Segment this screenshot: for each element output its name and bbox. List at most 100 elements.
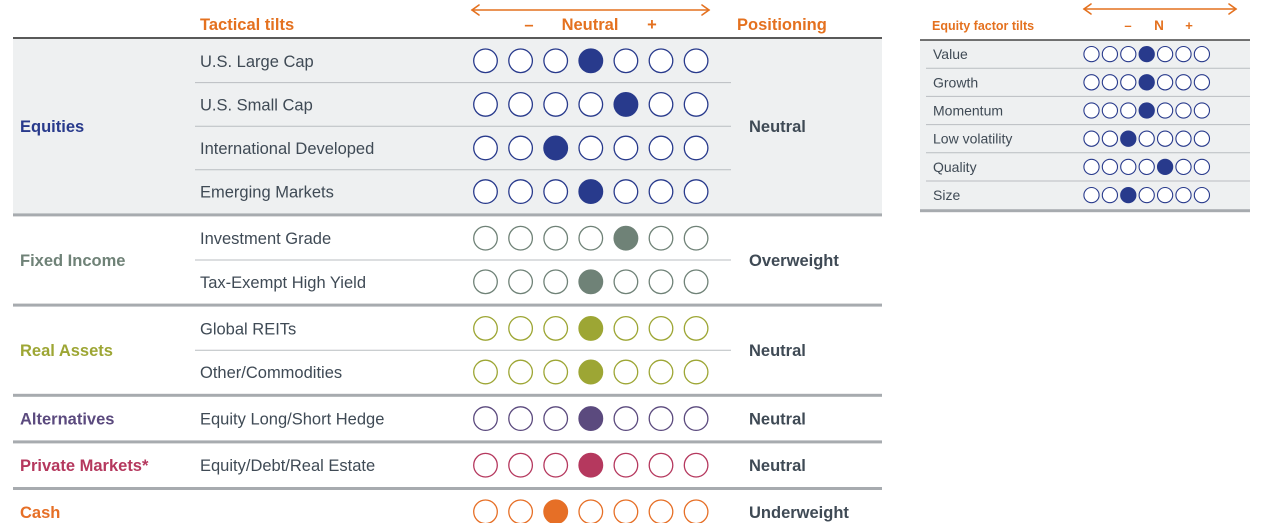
group-positioning: Underweight [749,504,849,522]
tilt-dot-empty [578,225,604,251]
factor-header-minus: – [1124,18,1131,33]
factor-dot-empty [1083,74,1100,91]
arrow-head-left [470,4,480,16]
tilt-dot-empty [683,91,709,117]
tilt-dot-empty [508,406,534,432]
group-name: Alternatives [20,411,114,429]
factor-dot-empty [1138,186,1155,204]
row-label: International Developed [200,140,374,158]
factor-row-label: Momentum [933,103,1003,119]
row-label: Emerging Markets [200,184,334,202]
scale-arrow [470,4,711,16]
tilt-dot-filled [578,179,604,205]
group-name: Equities [20,118,84,136]
factor-scale-arrow [1082,3,1238,15]
factor-dot-empty [1120,102,1137,119]
tilt-dot-empty [613,499,639,523]
group-rule [13,213,882,217]
tilt-dot-empty [683,179,709,205]
tilt-dot-empty [508,135,534,161]
row-label: Equity/Debt/Real Estate [200,457,375,475]
tilt-dot-empty [648,91,674,117]
factor-dot-filled [1156,158,1174,176]
tilt-dot-empty [648,499,674,523]
tilt-dot-empty [613,269,639,295]
factor-dot-filled [1138,102,1155,119]
arrow-head-left [1082,3,1092,15]
factor-dot-empty [1101,186,1119,204]
factor-dot-empty [1193,74,1211,91]
factor-dot-empty [1156,45,1174,63]
tilt-dot-empty [543,269,569,295]
factor-dot-filled [1138,45,1155,63]
factor-dot-empty [1083,45,1100,63]
factor-dot-empty [1083,186,1100,204]
tilt-dot-filled [578,406,604,432]
tilt-dot-empty [683,135,709,161]
row-label: Equity Long/Short Hedge [200,411,384,429]
tilt-dot-empty [578,91,604,117]
tilt-dot-empty [508,269,534,295]
tilt-dot-empty [473,452,498,478]
factor-dot-filled [1120,186,1137,204]
factor-dot-empty [1193,130,1211,147]
tilt-dot-empty [508,91,534,117]
tilt-dot-empty [613,452,639,478]
factor-dot-empty [1156,186,1174,204]
factor-dot-empty [1083,158,1100,176]
factor-dot-empty [1175,102,1192,119]
factor-dot-empty [1175,186,1192,204]
tilt-dot-empty [683,452,709,478]
factor-dot-empty [1138,158,1155,176]
tilt-dot-empty [508,499,534,523]
tilt-dot-empty [473,499,498,523]
group-name: Fixed Income [20,252,125,270]
factor-dot-empty [1175,74,1192,91]
factor-dot-empty [1083,102,1100,119]
tilt-dot-empty [508,48,534,74]
tilt-dot-empty [543,359,569,385]
tilt-dot-empty [613,315,639,341]
tilt-dot-empty [613,179,639,205]
tilt-dot-empty [683,225,709,251]
tilt-dot-empty [578,135,604,161]
tilt-dot-empty [648,179,674,205]
factor-dot-filled [1138,74,1155,91]
factor-dot-empty [1120,74,1137,91]
factor-header-title: Equity factor tilts [932,19,1034,33]
tilt-dot-empty [543,179,569,205]
factor-dot-empty [1175,45,1192,63]
tilt-dot-empty [648,135,674,161]
tilt-dot-empty [473,179,498,205]
factor-dot-empty [1156,130,1174,147]
tilt-dot-empty [508,359,534,385]
tilt-dot-empty [683,406,709,432]
tilt-dot-empty [683,269,709,295]
tilt-dot-empty [508,225,534,251]
tilt-dot-empty [473,269,498,295]
tilt-dot-empty [473,91,498,117]
factor-dot-empty [1175,130,1192,147]
group-positioning: Neutral [749,118,806,136]
group-positioning: Neutral [749,411,806,429]
row-label: Global REITs [200,320,296,338]
group-positioning: Neutral [749,342,806,360]
tilt-dot-empty [508,179,534,205]
tilt-dot-empty [508,452,534,478]
factor-dot-empty [1193,45,1211,63]
factor-row-label: Growth [933,74,978,90]
arrow-head-right [1228,3,1238,15]
tilt-dot-filled [613,225,639,251]
tilt-dot-empty [648,315,674,341]
tilt-dot-empty [543,225,569,251]
factor-dot-empty [1120,158,1137,176]
factor-dot-empty [1101,130,1119,147]
factor-dot-empty [1193,186,1211,204]
factor-dot-empty [1138,130,1155,147]
row-label: Investment Grade [200,230,331,248]
tilt-dot-empty [648,359,674,385]
tilt-dot-empty [473,406,498,432]
tilt-dot-empty [648,269,674,295]
factor-bottom-rule [920,209,1250,213]
header-positioning: Positioning [737,16,827,34]
